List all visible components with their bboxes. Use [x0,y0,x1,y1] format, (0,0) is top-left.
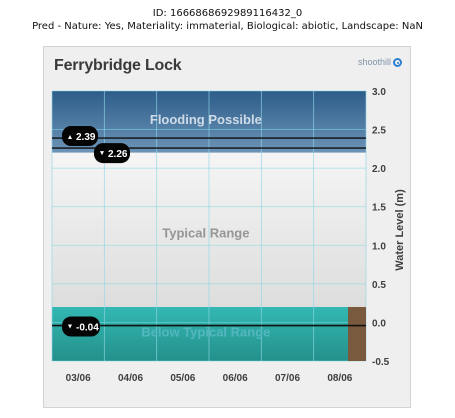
x-tick-label: 05/06 [170,373,195,384]
y-tick-label: 2.0 [372,164,386,175]
band-label-2: Below Typical Range [141,324,270,339]
brand-logo-text: shoothill [357,57,391,67]
level-badge-2: -0.04 [62,316,100,337]
band-label-0: Flooding Possible [150,112,262,127]
brand-logo: shoothill [358,57,402,67]
x-tick-label: 04/06 [118,373,143,384]
y-tick-label: 2.5 [372,126,386,137]
level-badge-bg [62,126,98,147]
level-value: 2.39 [76,132,96,143]
water-level-chart: Flooding Possible Typical Range Below Typi… [51,87,406,384]
chart-panel: Ferrybridge Lock shoothill Flooding Poss… [43,46,411,408]
x-axis: 03/06 04/06 05/06 06/06 07/06 08/06 [66,373,353,384]
level-badge-bg [62,316,100,337]
site-title: Ferrybridge Lock [54,57,182,74]
level-badge-bg [94,143,130,164]
level-badge-1: 2.26 [94,143,130,164]
band-label-1: Typical Range [162,226,249,241]
arrow-down-icon [68,324,72,329]
y-tick-label: 0.5 [372,280,386,291]
badges: 2.39 2.26 -0.04 [62,126,130,337]
y-tick-label: 0.0 [372,318,386,329]
x-tick-label: 08/06 [327,373,352,384]
image-id: ID: 1666868692989116432_0 [152,8,303,19]
y-tick-label: 1.0 [372,241,386,252]
y-tick-label: -0.5 [372,357,390,368]
prediction-text: Pred - Nature: Yes, Materiality: immater… [32,21,423,32]
y-axis: 3.0 2.5 2.0 1.5 1.0 0.5 0.0 -0.5 [372,87,390,368]
y-tick-label: 3.0 [372,87,386,98]
x-tick-label: 03/06 [66,373,91,384]
forecast-bar [348,307,366,361]
plot-area: Flooding Possible Typical Range Below Typi… [51,90,367,362]
arrow-up-icon [68,135,72,140]
level-badge-0: 2.39 [62,126,98,147]
x-tick-label: 07/06 [275,373,300,384]
target-icon [393,57,402,67]
arrow-down-icon [100,151,104,156]
level-value: 2.26 [108,149,128,160]
x-tick-label: 06/06 [223,373,248,384]
level-value: -0.04 [76,323,99,334]
y-axis-label: Water Level (m) [394,189,406,271]
y-tick-label: 1.5 [372,203,386,214]
